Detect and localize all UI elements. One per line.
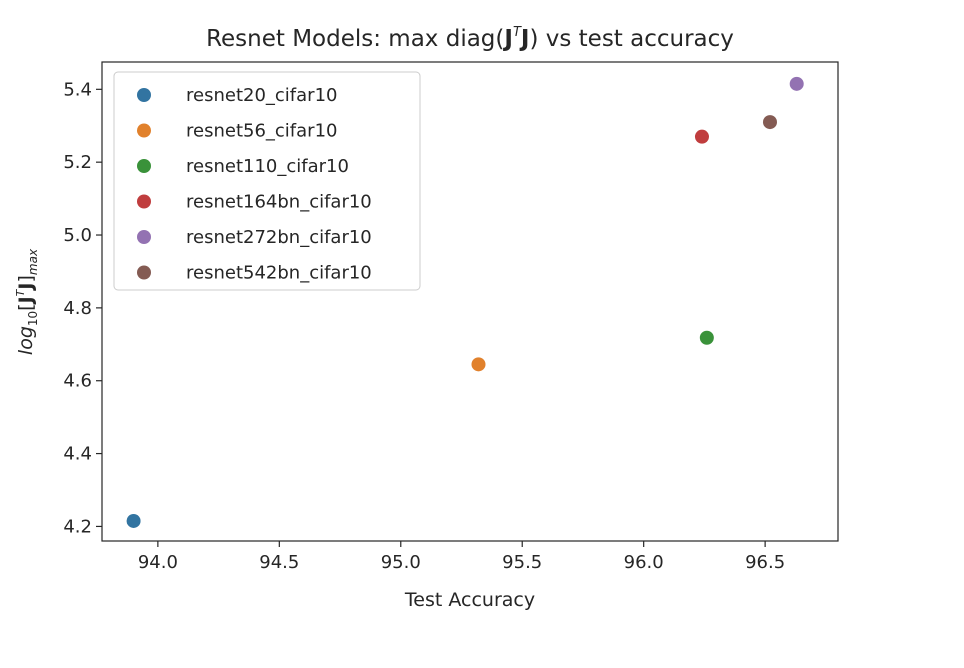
y-axis-ticks: 4.2 4.4 4.6 4.8 5.0 5.2 5.4 — [63, 79, 102, 537]
chart-title: Resnet Models: max diag(JTJ) vs test acc… — [206, 25, 734, 52]
legend-label: resnet56_cifar10 — [186, 121, 337, 142]
data-point-resnet542bn-cifar10 — [762, 115, 777, 130]
y-tick-label: 5.2 — [63, 152, 92, 173]
legend-label: resnet20_cifar10 — [186, 85, 337, 106]
legend-label: resnet110_cifar10 — [186, 156, 349, 177]
y-tick-label: 4.4 — [63, 444, 92, 465]
data-point-resnet110-cifar10 — [699, 330, 714, 345]
x-tick-label: 95.5 — [502, 552, 542, 573]
legend-marker — [137, 159, 151, 173]
x-tick-label: 96.5 — [745, 552, 785, 573]
legend-marker — [137, 230, 151, 244]
data-point-resnet272bn-cifar10 — [789, 76, 804, 91]
legend-marker — [137, 265, 151, 280]
legend-label: resnet272bn_cifar10 — [186, 227, 372, 248]
y-tick-label: 4.8 — [63, 298, 92, 319]
legend-marker — [137, 194, 151, 209]
legend: resnet20_cifar10 resnet56_cifar10 resnet11… — [113, 71, 421, 291]
data-point-resnet164bn-cifar10 — [694, 129, 709, 144]
legend-marker — [137, 123, 151, 138]
legend-label: resnet164bn_cifar10 — [186, 192, 372, 213]
data-point-resnet20-cifar10 — [126, 513, 141, 528]
x-tick-label: 94.0 — [138, 552, 178, 573]
x-tick-label: 96.0 — [624, 552, 664, 573]
data-points — [126, 76, 804, 528]
legend-marker — [137, 88, 151, 102]
y-tick-label: 5.4 — [63, 79, 92, 100]
y-tick-label: 4.6 — [63, 371, 92, 392]
x-axis-ticks: 94.0 94.5 95.0 95.5 96.0 96.5 — [138, 541, 785, 573]
y-axis-label: log10[JTJ]max — [14, 248, 40, 355]
y-tick-label: 4.2 — [63, 516, 92, 537]
x-tick-label: 95.0 — [381, 552, 421, 573]
legend-label: resnet542bn_cifar10 — [186, 263, 372, 284]
y-tick-label: 5.0 — [63, 225, 92, 246]
x-axis-label: Test Accuracy — [404, 589, 535, 611]
data-point-resnet56-cifar10 — [471, 357, 486, 372]
x-tick-label: 94.5 — [259, 552, 299, 573]
legend-box — [113, 71, 421, 291]
